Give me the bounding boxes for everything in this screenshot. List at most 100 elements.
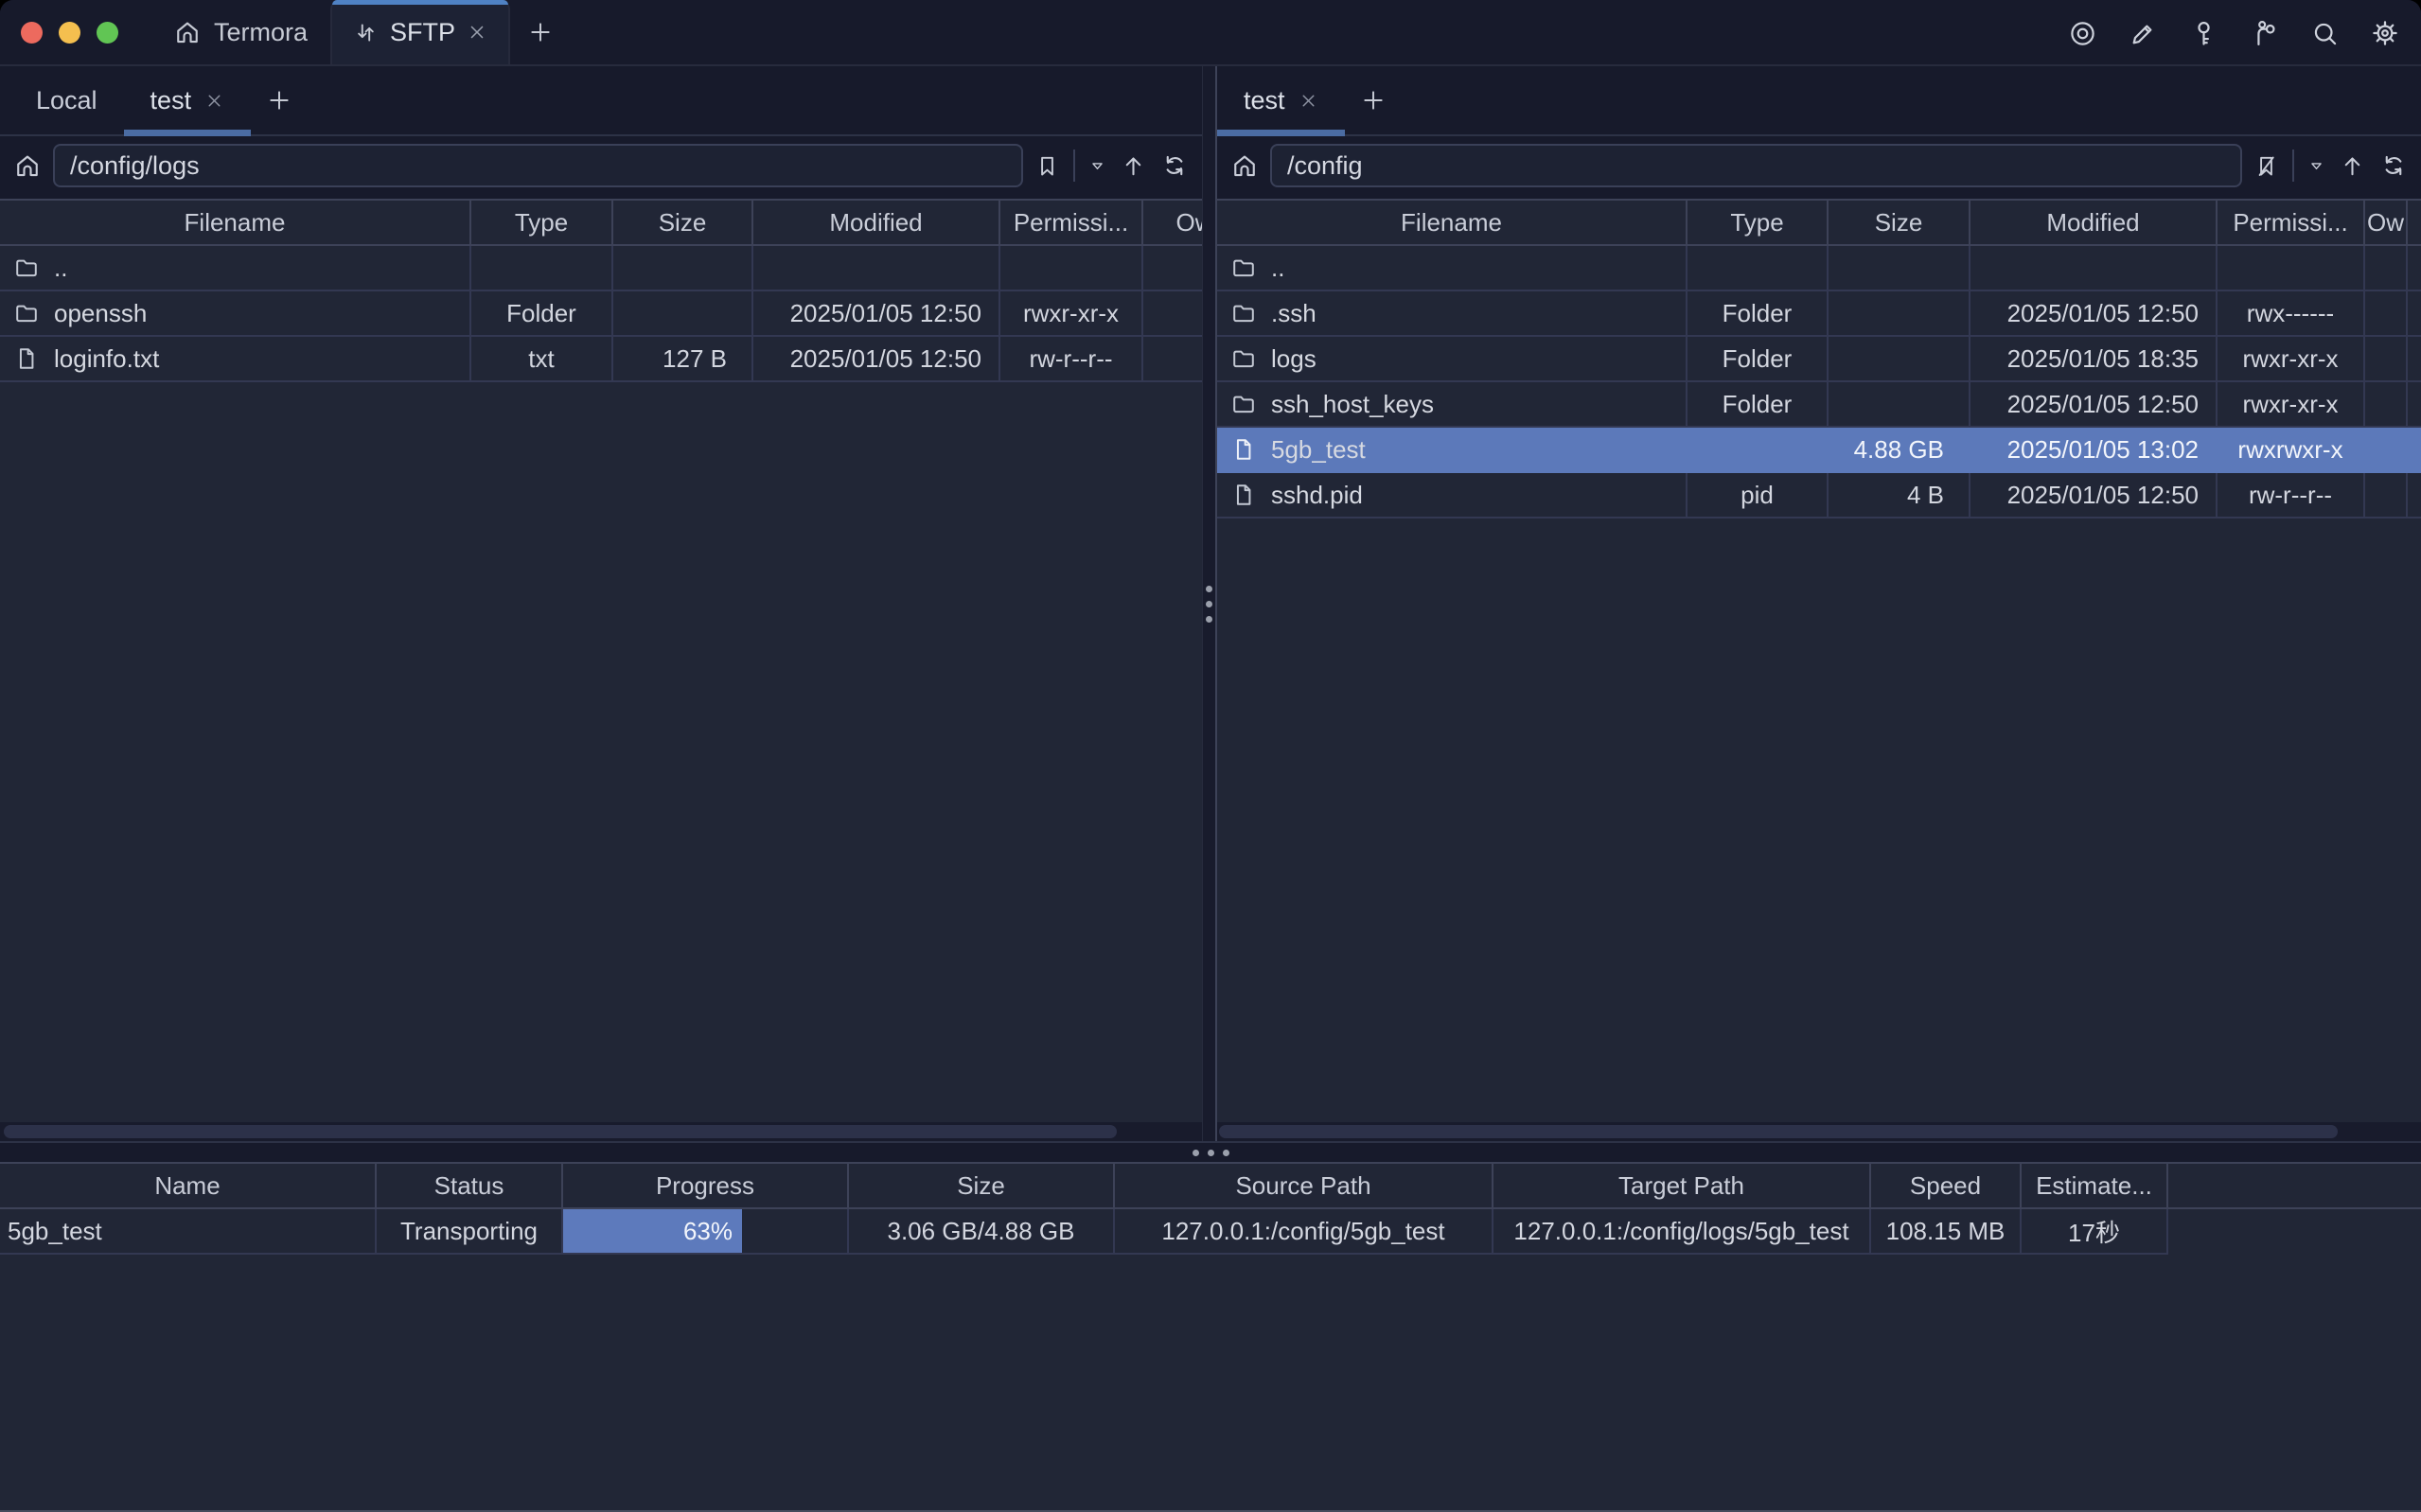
add-pane-tab-button[interactable] bbox=[1345, 66, 1402, 134]
up-directory-icon[interactable] bbox=[1120, 152, 1147, 180]
file-row[interactable]: sshd.pid pid 4 B 2025/01/05 12:50 rw-r--… bbox=[1217, 473, 2421, 519]
scrollbar-thumb[interactable] bbox=[4, 1125, 1117, 1138]
refresh-icon[interactable] bbox=[2379, 151, 2408, 180]
tab-sftp[interactable]: SFTP bbox=[330, 0, 511, 64]
remote-pane: test Filename bbox=[1217, 66, 2421, 1141]
titlebar-actions bbox=[2063, 0, 2404, 66]
folder-icon bbox=[1230, 300, 1257, 326]
column-header-target-path: Target Path bbox=[1493, 1164, 1871, 1207]
column-header-name: Name bbox=[0, 1164, 377, 1207]
record-button[interactable] bbox=[2063, 14, 2101, 52]
home-icon bbox=[173, 18, 202, 46]
file-permissions: rwxr-xr-x bbox=[2218, 337, 2365, 380]
left-pathbar bbox=[0, 136, 1202, 199]
file-permissions: rwxrwxr-x bbox=[2237, 434, 2343, 464]
pane-tab-local[interactable]: Local bbox=[9, 66, 124, 134]
file-row-selected[interactable]: 5gb_test 4.88 GB 2025/01/05 13:02 rwxrwx… bbox=[1217, 428, 2421, 473]
gear-icon bbox=[2370, 18, 2400, 48]
bookmark-slash-icon[interactable] bbox=[2253, 153, 2279, 179]
file-permissions: rw-r--r-- bbox=[2218, 473, 2365, 517]
splitter-dot bbox=[1206, 585, 1212, 592]
close-window-button[interactable] bbox=[21, 21, 43, 44]
pane-splitter[interactable] bbox=[1202, 66, 1217, 1141]
progress-label: 63% bbox=[682, 1216, 733, 1245]
keychain-button[interactable] bbox=[2245, 14, 2283, 52]
tab-termora-home[interactable]: Termora bbox=[166, 0, 315, 64]
column-header-modified[interactable]: Modified bbox=[1970, 201, 2218, 244]
search-icon bbox=[2310, 19, 2340, 48]
column-header-permissions[interactable]: Permissi... bbox=[1000, 201, 1143, 244]
bookmark-icon[interactable] bbox=[1034, 153, 1060, 179]
horizontal-scrollbar[interactable] bbox=[0, 1122, 1202, 1141]
file-owner bbox=[2365, 291, 2408, 335]
column-header-owner[interactable]: Ow bbox=[1143, 201, 1203, 244]
keys-button[interactable] bbox=[2184, 14, 2222, 52]
add-pane-tab-button[interactable] bbox=[251, 66, 308, 134]
edit-button[interactable] bbox=[2124, 14, 2162, 52]
file-row[interactable]: ssh_host_keys Folder 2025/01/05 12:50 rw… bbox=[1217, 382, 2421, 428]
transfer-panel-splitter[interactable] bbox=[0, 1141, 2421, 1162]
file-row[interactable]: logs Folder 2025/01/05 18:35 rwxr-xr-x bbox=[1217, 337, 2421, 382]
file-row[interactable]: loginfo.txt txt 127 B 2025/01/05 12:50 r… bbox=[0, 337, 1202, 382]
file-row[interactable]: .. bbox=[0, 246, 1202, 291]
column-header-type[interactable]: Type bbox=[1688, 201, 1829, 244]
close-icon[interactable] bbox=[467, 22, 487, 43]
folder-icon bbox=[1230, 345, 1257, 372]
file-row[interactable]: .. bbox=[1217, 246, 2421, 291]
file-type bbox=[1688, 428, 1829, 471]
column-header-filename[interactable]: Filename bbox=[0, 201, 471, 244]
separator bbox=[2292, 149, 2294, 182]
splitter-dot bbox=[1206, 615, 1212, 623]
file-permissions: rwx------ bbox=[2218, 291, 2365, 335]
table-header: Filename Type Size Modified Permissi... … bbox=[1217, 199, 2421, 246]
left-pane-tab-bar: Local test bbox=[0, 66, 1202, 136]
zoom-window-button[interactable] bbox=[97, 21, 118, 44]
settings-button[interactable] bbox=[2366, 14, 2404, 52]
transfer-speed: 108.15 MB bbox=[1871, 1209, 2022, 1255]
horizontal-scrollbar[interactable] bbox=[1217, 1122, 2421, 1141]
transfer-table-header: Name Status Progress Size Source Path Ta… bbox=[0, 1162, 2421, 1209]
home-icon[interactable] bbox=[13, 151, 42, 180]
file-row[interactable]: openssh Folder 2025/01/05 12:50 rwxr-xr-… bbox=[0, 291, 1202, 337]
column-header-filename[interactable]: Filename bbox=[1217, 201, 1688, 244]
file-type bbox=[1688, 246, 1829, 290]
scrollbar-thumb[interactable] bbox=[1219, 1125, 2338, 1138]
chevron-down-icon[interactable] bbox=[2307, 157, 2325, 175]
close-icon[interactable] bbox=[204, 91, 224, 111]
file-size bbox=[1829, 337, 1970, 380]
file-row[interactable]: .ssh Folder 2025/01/05 12:50 rwx------ bbox=[1217, 291, 2421, 337]
column-header-permissions[interactable]: Permissi... bbox=[2218, 201, 2365, 244]
column-header-modified[interactable]: Modified bbox=[753, 201, 1000, 244]
minimize-window-button[interactable] bbox=[59, 21, 80, 44]
transfer-row[interactable]: 5gb_test Transporting 63% 3.06 GB/4.88 G… bbox=[0, 1209, 2421, 1255]
pane-tab-label: test bbox=[1244, 85, 1285, 114]
home-icon[interactable] bbox=[1230, 151, 1259, 180]
folder-icon bbox=[1230, 391, 1257, 417]
file-permissions: rw-r--r-- bbox=[1000, 337, 1143, 380]
column-header-owner[interactable]: Ow bbox=[2365, 201, 2408, 244]
file-modified: 2025/01/05 12:50 bbox=[1970, 291, 2218, 335]
column-header-source-path: Source Path bbox=[1115, 1164, 1493, 1207]
pane-tab-test[interactable]: test bbox=[1217, 66, 1345, 136]
chevron-down-icon[interactable] bbox=[1088, 157, 1106, 175]
up-directory-icon[interactable] bbox=[2339, 152, 2366, 180]
file-name: openssh bbox=[54, 298, 148, 327]
file-type: txt bbox=[471, 337, 613, 380]
path-input[interactable] bbox=[1270, 144, 2242, 187]
transfer-target-path: 127.0.0.1:/config/logs/5gb_test bbox=[1493, 1209, 1871, 1255]
close-icon[interactable] bbox=[1299, 91, 1318, 111]
column-header-size[interactable]: Size bbox=[613, 201, 753, 244]
file-type: pid bbox=[1688, 473, 1829, 517]
path-input[interactable] bbox=[53, 144, 1023, 187]
refresh-icon[interactable] bbox=[1160, 151, 1189, 180]
app-tab-label: Termora bbox=[214, 17, 309, 46]
titlebar: Termora SFTP bbox=[0, 0, 2421, 66]
new-tab-button[interactable] bbox=[527, 0, 554, 64]
column-header-size[interactable]: Size bbox=[1829, 201, 1970, 244]
folder-icon bbox=[1230, 255, 1257, 281]
search-button[interactable] bbox=[2306, 14, 2343, 52]
column-header-type[interactable]: Type bbox=[471, 201, 613, 244]
right-pane-tab-bar: test bbox=[1217, 66, 2421, 136]
pane-tab-test[interactable]: test bbox=[123, 66, 252, 136]
